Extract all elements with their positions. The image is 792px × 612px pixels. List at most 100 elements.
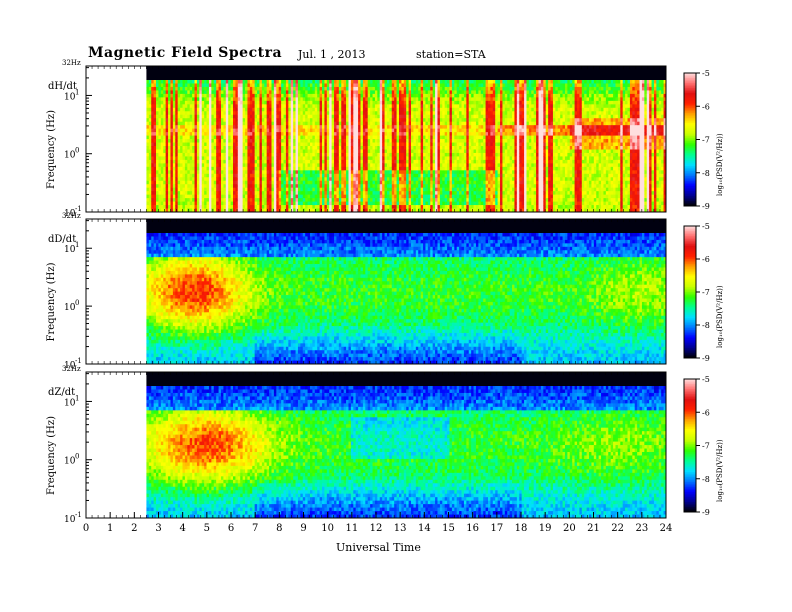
spectrogram-cell <box>406 198 410 202</box>
spectrogram-cell <box>442 146 446 150</box>
spectrogram-cell <box>322 100 325 105</box>
spectrogram-cell <box>403 194 407 199</box>
spectrogram-cell <box>288 173 292 178</box>
spectrogram-cell <box>220 146 224 150</box>
spectrogram-cell <box>168 146 171 150</box>
spectrogram-cell <box>252 111 256 116</box>
spectrogram-cell <box>242 97 246 102</box>
spectrogram-cell <box>184 86 188 91</box>
spectrogram-cell <box>331 205 335 209</box>
spectrogram-cell <box>439 149 443 154</box>
spectrogram-cell <box>415 184 419 189</box>
spectrogram-cell <box>350 114 354 119</box>
spectrogram-cell <box>326 118 330 123</box>
spectrogram-cell <box>245 170 248 175</box>
spectrogram-cell <box>254 132 258 136</box>
spectrogram-cell <box>350 205 354 209</box>
spectrogram-cell <box>184 159 188 164</box>
spectrogram-cell <box>324 83 328 88</box>
spectrogram-cell <box>170 156 174 161</box>
spectrogram-cell <box>420 152 424 157</box>
spectrogram-cell <box>326 100 330 105</box>
spectrogram-cell <box>401 93 405 98</box>
spectrogram-cell <box>177 152 181 157</box>
spectrogram-cell <box>293 201 296 206</box>
spectrogram-cell <box>235 100 239 105</box>
spectrogram-cell <box>220 177 224 182</box>
spectrogram-cell <box>177 114 181 119</box>
spectrogram-cell <box>168 205 171 209</box>
spectrogram-cell <box>430 139 434 143</box>
spectrogram-cell <box>362 93 366 98</box>
spectrogram-cell <box>170 135 174 140</box>
spectrogram-cell <box>423 107 426 112</box>
spectrogram-cell <box>148 163 152 168</box>
spectrogram-cell <box>382 121 385 126</box>
spectrogram-cell <box>182 121 186 126</box>
spectrogram-cell <box>309 114 313 119</box>
spectrogram-cell <box>271 97 275 102</box>
spectrogram-cell <box>437 177 441 182</box>
spectrogram-cell <box>216 146 219 150</box>
spectrogram-cell <box>394 166 397 171</box>
spectrogram-cell <box>285 104 289 109</box>
spectrogram-cell <box>451 90 455 95</box>
spectrogram-cell <box>461 135 465 140</box>
spectrogram-cell <box>175 100 179 105</box>
spectrogram-cell <box>456 201 460 206</box>
spectrogram-cell <box>168 135 171 140</box>
spectrogram-cell <box>168 184 171 189</box>
spectrogram-cell <box>283 201 287 206</box>
spectrogram-cell <box>358 90 361 95</box>
spectrogram-cell <box>309 97 313 102</box>
spectrogram-cell <box>338 187 342 192</box>
spectrogram-cell <box>297 139 301 143</box>
spectrogram-cell <box>153 128 157 133</box>
spectrogram-cell <box>182 191 186 196</box>
spectrogram-cell <box>269 149 272 154</box>
spectrogram-cell <box>201 125 205 130</box>
spectrogram-cell <box>370 90 373 95</box>
spectrogram-cell <box>317 100 321 105</box>
spectrogram-cell <box>355 80 359 84</box>
spectrogram-cell <box>290 194 294 199</box>
spectrogram-cell <box>319 177 323 182</box>
spectrogram-cell <box>343 90 347 95</box>
spectrogram-cell <box>283 97 287 102</box>
spectrogram-cell <box>459 118 462 123</box>
spectrogram-cell <box>273 163 277 168</box>
spectrogram-cell <box>413 166 417 171</box>
spectrogram-cell <box>447 163 450 168</box>
spectrogram-cell <box>317 201 321 206</box>
spectrogram-cell <box>461 100 465 105</box>
spectrogram-cell <box>295 163 299 168</box>
spectrogram-cell <box>348 194 352 199</box>
spectrogram-cell <box>348 100 352 105</box>
spectrogram-cell <box>216 205 219 209</box>
spectrogram-cell <box>206 163 210 168</box>
spectrogram-cell <box>213 177 217 182</box>
spectrogram-cell <box>307 142 311 147</box>
spectrogram-cell <box>237 114 241 119</box>
spectrogram-cell <box>346 201 349 206</box>
spectrogram-cell <box>300 152 304 157</box>
spectrogram-cell <box>319 184 323 189</box>
spectrogram-cell <box>401 80 405 84</box>
spectrogram-cell <box>228 194 232 199</box>
spectrogram-cell <box>201 104 205 109</box>
spectrogram-cell <box>175 135 179 140</box>
spectrogram-cell <box>423 156 426 161</box>
spectrogram-cell <box>314 201 318 206</box>
spectrogram-cell <box>211 173 215 178</box>
spectrogram-cell <box>437 125 441 130</box>
spectrogram-cell <box>235 107 239 112</box>
spectrogram-cell <box>213 194 217 199</box>
spectrogram-cell <box>461 139 465 143</box>
spectrogram-cell <box>454 142 458 147</box>
spectrogram-cell <box>350 118 354 123</box>
spectrogram-cell <box>367 201 371 206</box>
spectrogram-cell <box>389 118 393 123</box>
spectrogram-cell <box>182 107 186 112</box>
spectrogram-cell <box>300 205 304 209</box>
spectrogram-cell <box>367 111 371 116</box>
